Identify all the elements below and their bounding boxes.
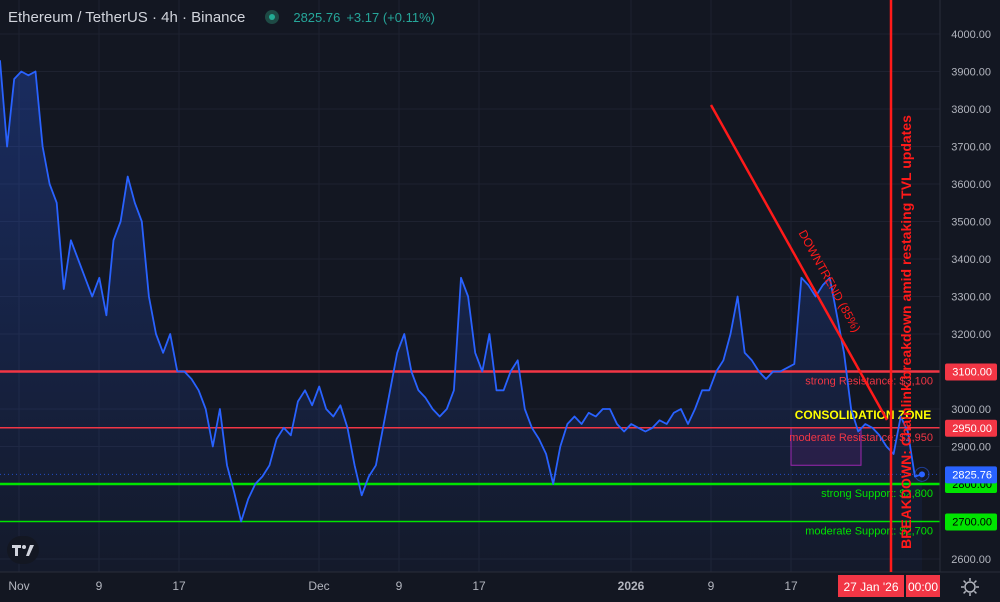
price-tick-label: 3800.00	[951, 104, 991, 116]
crosshair-date-badge	[838, 575, 904, 597]
crosshair-time-badge	[906, 575, 940, 597]
price-tick-label: 2600.00	[951, 554, 991, 566]
last-price-ring	[914, 466, 930, 482]
consolidation-zone-label: CONSOLIDATION ZONE	[795, 408, 931, 422]
price-tick-label: 2900.00	[951, 442, 991, 454]
time-axis-bg	[0, 572, 1000, 600]
level-axis-badge	[945, 363, 997, 381]
price-line-layer	[0, 60, 940, 523]
level-axis-label: 2700.00	[952, 517, 992, 529]
time-tick-label: 9	[396, 579, 403, 593]
time-tick-label: 17	[784, 579, 798, 593]
price-tick-label: 3400.00	[951, 254, 991, 266]
time-tick-label: Nov	[8, 579, 29, 593]
consolidation-zone-box	[790, 427, 862, 466]
level-axis-badge	[945, 513, 997, 531]
symbol-header: Ethereum / TetherUS · 4h · Binance 2825.…	[8, 6, 435, 28]
level-axis-label: 3100.00	[952, 367, 992, 379]
price-area	[0, 60, 922, 573]
price-line	[0, 60, 923, 523]
crosshair-date-label: 27 Jan '26	[843, 580, 898, 594]
time-tick-label: 17	[472, 579, 486, 593]
symbol-title[interactable]: Ethereum / TetherUS · 4h · Binance	[8, 8, 246, 26]
time-tick-label: 2026	[618, 579, 645, 593]
consolidation-zone-layer: CONSOLIDATION ZONE	[790, 408, 931, 466]
breakdown-label: BREAKDOWN: Chainlink breakdown amid rest…	[898, 115, 914, 549]
level-label: strong Support: $2,800	[821, 488, 933, 500]
price-tick-label: 3000.00	[951, 404, 991, 416]
level-axis-badge	[945, 419, 997, 437]
time-tick-label: Dec	[308, 579, 329, 593]
header-change: +3.17 (+0.11%)	[346, 9, 435, 25]
market-status-icon	[265, 10, 280, 24]
current-price-axis-label: 2825.76	[952, 469, 992, 481]
current-price-badge	[945, 466, 997, 484]
price-area-fill	[0, 60, 922, 573]
last-price-dot	[919, 471, 925, 478]
price-tick-label: 3300.00	[951, 292, 991, 304]
header-price: 2825.76	[293, 9, 341, 25]
price-tick-label: 3200.00	[951, 329, 991, 341]
time-tick-label: 17	[172, 579, 186, 593]
price-axis: 4000.00 3900.00 3800.00 3700.00 3600.00 3500.…	[939, 0, 1000, 572]
price-tick-label: 3600.00	[951, 179, 991, 191]
crosshair-time-label: 00:00	[908, 580, 938, 594]
tradingview-logo-icon[interactable]	[7, 536, 39, 564]
settings-gear-icon[interactable]	[960, 577, 980, 597]
price-tick-label: 3700.00	[951, 142, 991, 154]
price-tick-label: 3900.00	[951, 67, 991, 79]
level-label: moderate Support: $2,700	[805, 526, 933, 538]
time-tick-label: 9	[96, 579, 103, 593]
level-axis-label: 2950.00	[952, 423, 992, 435]
downtrend-line	[709, 104, 889, 421]
price-tick-label: 3500.00	[951, 217, 991, 229]
time-tick-label: 9	[708, 579, 715, 593]
breakdown-layer: BREAKDOWN: Chainlink breakdown amid rest…	[838, 0, 940, 597]
price-tick-label: 4000.00	[951, 29, 991, 41]
time-axis: Nov 9 17 Dec 9 17 2026 9 17	[0, 571, 1000, 600]
level-label: strong Resistance: $3,100	[805, 376, 933, 388]
